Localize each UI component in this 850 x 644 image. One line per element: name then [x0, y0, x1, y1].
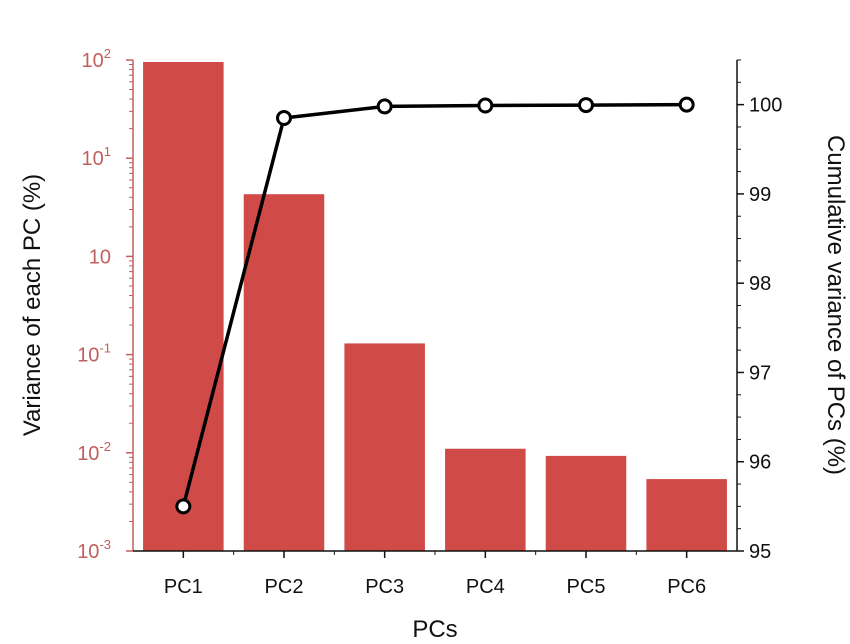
y-tick-label: 10-2 [77, 439, 111, 465]
y2-tick-label: 96 [749, 452, 771, 474]
bar-pc6 [646, 479, 727, 551]
x-tick-label: PC5 [567, 576, 606, 598]
y2-tick-label: 99 [749, 184, 771, 206]
cumulative-line-layer [175, 96, 695, 515]
y-tick-label: 102 [82, 46, 111, 72]
y2-axis-title: Cumulative variance of PCs (%) [822, 135, 849, 475]
y-tick-label: 10-1 [77, 341, 111, 367]
x-tick-label: PC6 [667, 576, 706, 598]
bar-pc5 [545, 455, 627, 551]
cumulative-point-pc2 [276, 110, 292, 127]
x-tick-label: PC3 [365, 576, 404, 598]
bar-pc2 [243, 194, 325, 551]
ticks-layer: PC1 PC2 PC3 PC4 PC5 PC6 102 101 10 10-1 10-2 10-3 95… [77, 46, 782, 598]
bar-pc4 [445, 448, 526, 551]
x-tick-label: PC2 [265, 576, 304, 598]
y-tick-label: 101 [82, 144, 111, 170]
cumulative-line [181, 102, 687, 507]
y-tick-label: 10-3 [77, 537, 111, 563]
cumulative-point-pc1 [175, 498, 192, 515]
y2-tick-label: 98 [749, 273, 771, 295]
x-tick-label: PC1 [164, 576, 203, 598]
y-tick-label: 10 [89, 246, 111, 268]
y-axis-title: Variance of each PC (%) [19, 174, 46, 436]
x-tick-label: PC4 [466, 576, 505, 598]
y2-tick-label: 95 [749, 541, 771, 563]
cumulative-point-pc6 [678, 96, 695, 113]
bars-layer [143, 61, 727, 552]
y2-tick-label: 97 [749, 362, 771, 384]
cumulative-point-pc5 [578, 97, 594, 114]
bar-pc1 [143, 61, 224, 552]
cumulative-point-pc4 [477, 97, 494, 114]
x-axis-title: PCs [412, 616, 457, 643]
y2-tick-label: 100 [749, 95, 782, 117]
bar-pc3 [344, 343, 425, 551]
cumulative-point-pc3 [376, 98, 393, 115]
